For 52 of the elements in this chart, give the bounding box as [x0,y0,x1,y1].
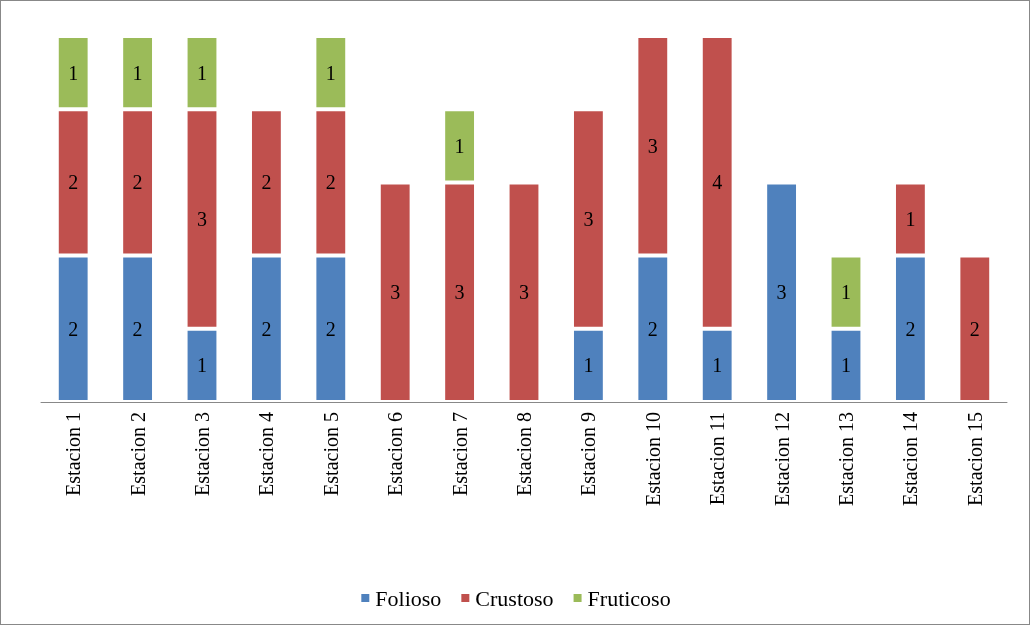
data-label: 1 [841,354,851,377]
data-label: 1 [197,61,207,84]
data-label: 3 [776,281,787,304]
legend-label: Crustoso [475,585,554,611]
bar [765,182,799,402]
x-tick-label: Estacion 2 [126,412,149,496]
data-label: 2 [325,171,336,194]
x-tick-label: Estacion 12 [770,412,793,506]
data-label: 2 [261,171,272,194]
data-label: 2 [261,317,272,340]
data-label: 3 [197,208,207,230]
bar [507,182,541,402]
legend-label: Folioso [375,585,442,611]
x-tick-label: Estacion 9 [577,412,600,496]
data-label: 2 [132,317,143,340]
data-label: 1 [325,61,336,84]
data-label: 3 [519,281,529,304]
data-label: 3 [454,281,465,304]
data-label: 3 [583,208,594,230]
x-tick-label: Estacion 11 [706,412,729,506]
x-tick-label: Estacion 7 [448,412,471,496]
x-tick-label: Estacion 8 [513,412,535,496]
data-label: 1 [712,354,723,377]
data-label: 1 [454,134,465,157]
data-label: 3 [647,134,658,157]
bar [958,255,992,402]
data-label: 2 [647,317,658,340]
data-label: 1 [132,61,143,84]
data-label: 2 [969,317,980,340]
x-tick-label: Estacion 10 [641,412,664,506]
bar [378,182,412,402]
x-tick-label: Estacion 3 [191,412,213,496]
data-label: 1 [841,281,851,304]
data-label: 1 [197,354,207,377]
x-tick-label: Estacion 6 [384,412,407,496]
x-tick-label: Estacion 13 [835,412,857,506]
data-label: 2 [325,317,336,340]
data-label: 2 [68,317,79,340]
data-label: 2 [905,317,916,340]
legend-label: Fruticoso [587,585,671,611]
x-tick-label: Estacion 4 [255,412,278,496]
x-tick-label: Estacion 1 [62,412,85,496]
data-label: 3 [390,281,401,304]
data-label: 2 [68,171,79,194]
data-label: 4 [712,171,723,194]
x-tick-label: Estacion 15 [963,412,986,506]
data-label: 1 [583,354,594,377]
x-tick-label: Estacion 14 [899,412,922,506]
data-label: 1 [905,208,916,230]
x-tick-label: Estacion 5 [319,412,342,496]
data-label: 2 [132,171,143,194]
data-label: 1 [68,61,79,84]
